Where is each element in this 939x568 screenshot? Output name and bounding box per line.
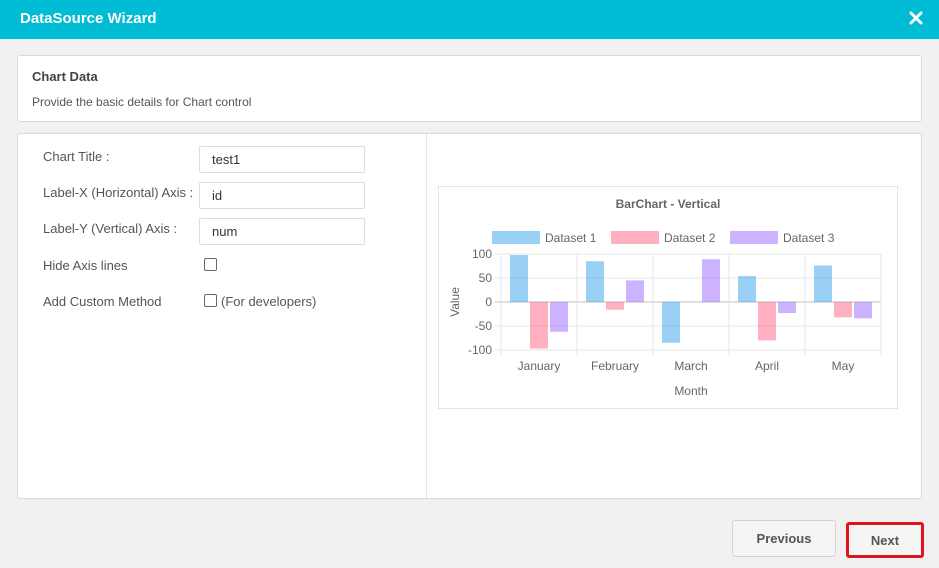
chart-title-input[interactable] [199, 146, 365, 173]
custom-method-label: Add Custom Method [43, 294, 162, 309]
x-tick-label: March [674, 359, 707, 373]
hide-axis-label: Hide Axis lines [43, 258, 128, 273]
x-tick-label: April [755, 359, 779, 373]
x-axis-title: Month [674, 384, 707, 398]
hide-axis-checkbox[interactable] [204, 258, 217, 271]
section-heading: Chart Data [32, 69, 98, 84]
chart-title: BarChart - Vertical [616, 197, 721, 211]
previous-button[interactable]: Previous [732, 520, 836, 557]
bar [814, 265, 832, 302]
legend-swatch [730, 231, 778, 244]
bar [550, 302, 568, 332]
x-tick-label: January [518, 359, 561, 373]
y-axis-title: Value [448, 287, 462, 317]
chart-preview: BarChart - Vertical Dataset 1 Dataset 2 Dat… [438, 186, 898, 409]
y-tick-label: -100 [468, 343, 492, 357]
chart-settings-panel: Chart Title : Label-X (Horizontal) Axis … [17, 133, 922, 499]
label-y-label: Label-Y (Vertical) Axis : [43, 221, 178, 236]
bar [854, 302, 872, 319]
bar-chart: BarChart - Vertical Dataset 1 Dataset 2 Dat… [448, 197, 882, 398]
bar [586, 261, 604, 302]
y-tick-label: -50 [475, 319, 493, 333]
window-title: DataSource Wizard [20, 10, 157, 27]
bar [738, 276, 756, 302]
bar [626, 280, 644, 302]
bar [758, 302, 776, 341]
legend-swatch [611, 231, 659, 244]
y-tick-label: 100 [472, 247, 492, 261]
label-x-label: Label-X (Horizontal) Axis : [43, 185, 194, 200]
legend-label: Dataset 2 [664, 231, 716, 245]
x-tick-label: May [832, 359, 855, 373]
legend-label: Dataset 3 [783, 231, 835, 245]
legend-swatch [492, 231, 540, 244]
bar [834, 302, 852, 318]
label-x-input[interactable] [199, 182, 365, 209]
section-description: Provide the basic details for Chart cont… [32, 95, 252, 109]
custom-method-checkbox[interactable] [204, 294, 217, 307]
close-icon[interactable] [909, 11, 923, 25]
chart-title-label: Chart Title : [43, 149, 110, 164]
bar [778, 302, 796, 314]
y-tick-label: 50 [479, 271, 493, 285]
bar [530, 302, 548, 349]
bar [606, 302, 624, 310]
next-button[interactable]: Next [846, 522, 924, 558]
bar [510, 254, 528, 302]
info-panel: Chart Data Provide the basic details for… [17, 55, 922, 122]
bar [662, 302, 680, 343]
y-tick-label: 0 [485, 295, 492, 309]
x-tick-label: February [591, 359, 639, 373]
custom-method-note: (For developers) [221, 294, 317, 309]
panel-divider [426, 134, 427, 498]
bar [702, 259, 720, 302]
window-titlebar: DataSource Wizard [0, 0, 939, 39]
legend-label: Dataset 1 [545, 231, 597, 245]
label-y-input[interactable] [199, 218, 365, 245]
